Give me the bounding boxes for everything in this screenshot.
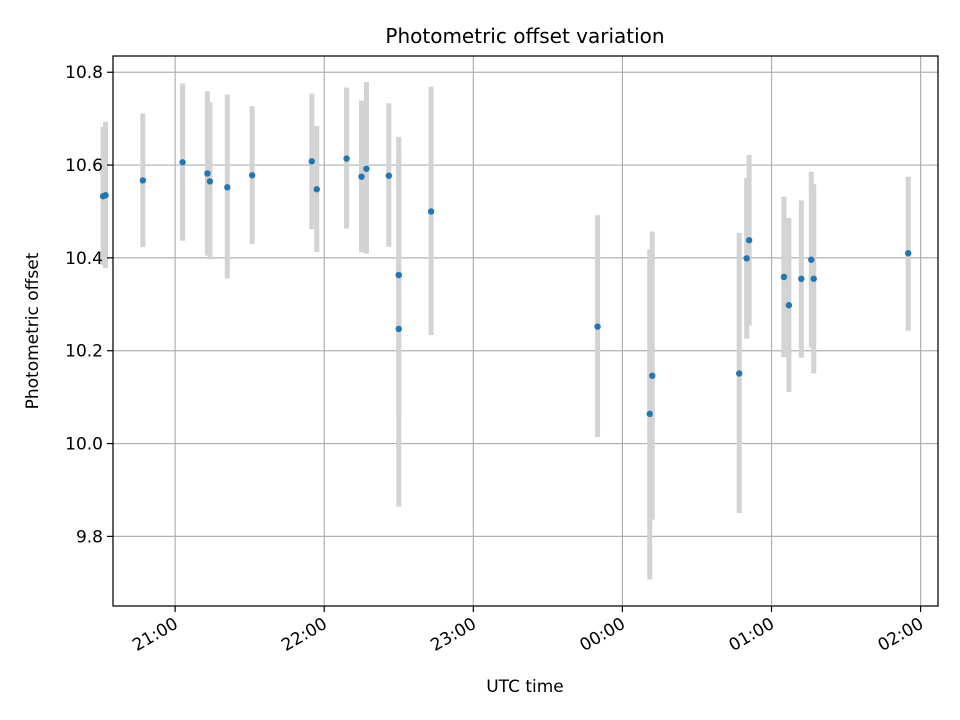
data-point [904,250,912,257]
data-point [785,302,793,309]
data-point [385,172,393,179]
data-point [358,173,365,180]
data-point [810,275,817,282]
plot-frame [112,55,939,607]
y-tick-label: 10.8 [65,63,103,83]
y-axis-label: Photometric offset [23,252,43,409]
x-axis-label: UTC time [486,677,564,697]
data-point [395,325,402,333]
data-point [102,192,109,199]
data-point [427,208,435,215]
data-point [743,255,750,262]
data-point [646,410,653,418]
data-point [313,186,320,193]
y-tick-label: 9.8 [76,527,103,547]
y-tick-label: 10.2 [65,342,103,362]
data-point [204,170,211,177]
data-point [808,256,815,263]
data-point [206,178,214,185]
data-points [99,155,912,418]
data-point [248,172,256,179]
data-point [745,237,753,244]
y-tick-label: 10.0 [65,435,103,455]
data-point [363,165,370,172]
data-point [594,323,601,330]
data-point [343,155,350,162]
y-tick-label: 10.4 [65,249,103,269]
data-point [780,273,788,281]
chart-title: Photometric offset variation [385,24,664,48]
data-point [736,370,743,377]
y-tick-label: 10.6 [65,156,103,176]
data-point [649,372,656,379]
data-point [224,184,231,191]
data-point [395,271,402,279]
data-point [798,275,805,282]
data-point [308,158,315,165]
data-point [179,159,186,166]
y-axis: 9.8 10.0 10.2 10.4 10.6 10.8 [65,63,113,547]
data-point [139,177,147,184]
